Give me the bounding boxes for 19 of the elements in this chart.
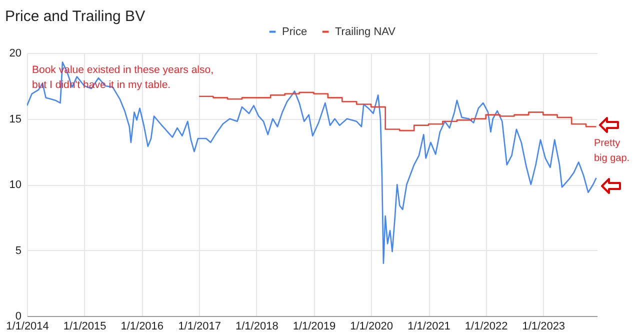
legend-label: Price: [282, 26, 308, 38]
x-tick-label: 1/1/2021: [408, 320, 450, 332]
x-tick-label: 1/1/2014: [6, 320, 49, 332]
y-tick-label: 0: [15, 310, 22, 322]
y-tick-label: 5: [15, 244, 22, 257]
x-tick-label: 1/1/2023: [522, 320, 566, 332]
x-tick-label: 1/1/2019: [292, 320, 336, 332]
y-tick-label: 10: [9, 179, 22, 191]
x-tick-label: 1/1/2017: [178, 320, 222, 332]
legend-label: Trailing NAV: [335, 26, 396, 38]
x-tick-label: 1/1/2015: [63, 320, 106, 332]
x-tick-label: 1/1/2022: [464, 320, 508, 332]
annotation: Pretty big gap.: [594, 138, 630, 164]
x-tick-label: 1/1/2018: [236, 320, 278, 332]
x-tick-label: 1/1/2020: [350, 320, 393, 332]
x-tick-label: 1/1/2016: [120, 320, 164, 332]
y-tick-label: 20: [9, 48, 22, 60]
y-tick-label: 15: [9, 113, 22, 126]
chart-title: Price and Trailing BV: [5, 8, 146, 25]
